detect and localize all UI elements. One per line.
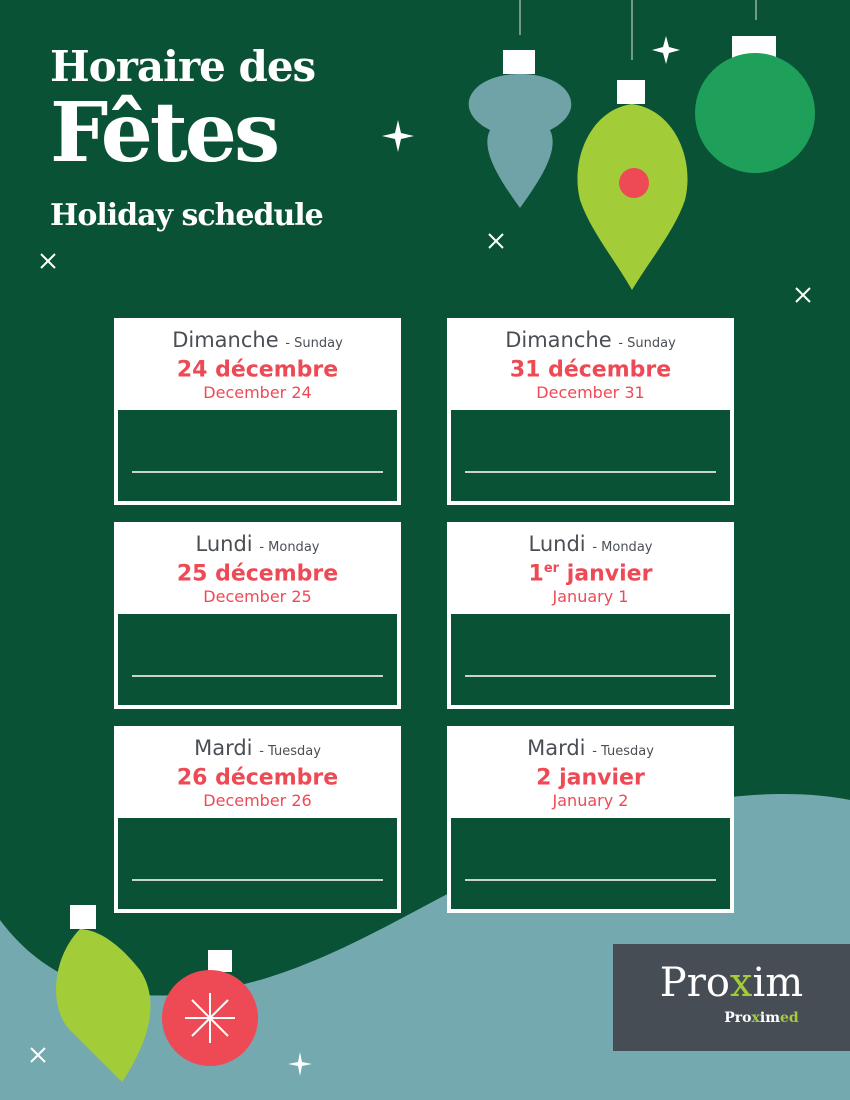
date-fr: 1er janvier [528,561,653,587]
hours-line [465,471,716,473]
date-fr: 31 décembre [509,357,672,383]
date-en: January 1 [552,587,629,607]
schedule-card: Mardi - Tuesday 2 janvier January 2 [447,726,734,913]
hours-line [132,879,383,881]
proxim-logo: Proxim Proximed [613,944,850,1051]
hours-area [451,818,730,909]
schedule-card: Dimanche - Sunday 31 décembre December 3… [447,318,734,505]
schedule-card: Dimanche - Sunday 24 décembre December 2… [114,318,401,505]
day-label: Dimanche - Sunday [172,328,343,352]
hours-area [451,614,730,705]
hours-line [465,879,716,881]
hours-line [132,675,383,677]
ornament-bottom-green-icon [56,905,151,1082]
hours-area [118,818,397,909]
hours-line [465,675,716,677]
schedule-card: Lundi - Monday 1er janvier January 1 [447,522,734,709]
day-label: Lundi - Monday [195,532,320,556]
ornament-bottom-red-icon [162,950,258,1066]
schedule-card: Mardi - Tuesday 26 décembre December 26 [114,726,401,913]
date-en: December 25 [203,587,312,607]
title-fetes: Fêtes [50,85,280,181]
date-en: December 31 [536,383,645,403]
date-fr: 24 décembre [176,357,339,383]
day-label: Mardi - Tuesday [527,736,654,760]
ornament-plaid-icon [695,53,815,173]
date-fr: 26 décembre [176,765,339,791]
day-label: Mardi - Tuesday [194,736,321,760]
date-fr: 2 janvier [536,765,645,791]
hours-area [118,614,397,705]
sparkle-icons [30,36,811,1076]
date-fr: 25 décembre [176,561,339,587]
schedule-card: Lundi - Monday 25 décembre December 25 [114,522,401,709]
hours-line [132,471,383,473]
date-en: December 24 [203,383,312,403]
title-line-1: Horaire des [50,42,316,91]
date-en: December 26 [203,791,312,811]
day-label: Lundi - Monday [528,532,653,556]
date-en: January 2 [552,791,629,811]
day-label: Dimanche - Sunday [505,328,676,352]
hours-area [451,410,730,501]
title-holiday-schedule: Holiday schedule [50,198,324,233]
hours-area [118,410,397,501]
